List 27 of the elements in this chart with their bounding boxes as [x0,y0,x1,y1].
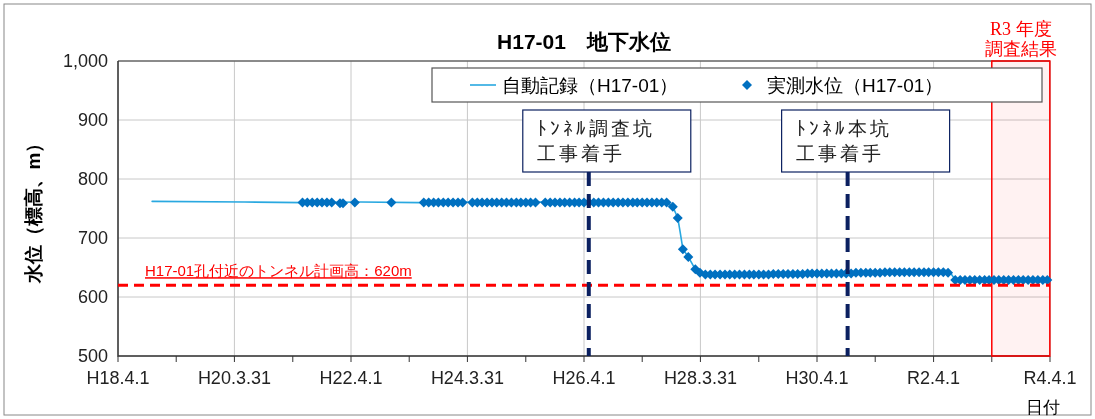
x-tick-label: H28.3.31 [663,368,737,388]
y-tick-label: 1,000 [62,51,108,71]
x-tick-label: H24.3.31 [430,368,504,388]
y-tick-label: 900 [77,110,108,130]
text: ﾄﾝﾈﾙ本坑 [795,118,892,139]
y-tick-label: 700 [77,228,108,248]
x-tick-label: H30.4.1 [785,368,849,388]
x-tick-label: H20.3.31 [197,368,271,388]
chart-title: H17-01 地下水位 [497,30,671,53]
text: R3 年度 [990,19,1052,39]
x-tick-label: R2.4.1 [907,368,961,388]
x-tick-label: H22.4.1 [319,368,383,388]
x-tick-label: H18.4.1 [86,368,150,388]
x-axis-title: 日付 [1026,398,1060,417]
ref-line-label: H17-01孔付近のトンネル計画高：620m [145,262,412,280]
y-tick-label: 800 [77,169,108,189]
x-tick-label: H26.4.1 [552,368,616,388]
text: 工事着手 [795,143,884,164]
legend-label: 実測水位（H17-01） [767,75,944,96]
legend-label: 自動記録（H17-01） [502,75,679,96]
text: 工事着手 [536,143,625,164]
y-tick-label: 500 [77,346,108,366]
text: ﾄﾝﾈﾙ調査坑 [536,118,655,139]
text: 調査結果 [984,39,1057,59]
y-tick-label: 600 [77,287,108,307]
x-tick-label: R4.4.1 [1023,368,1077,388]
y-axis-title: 水位（標高、m） [23,133,44,285]
